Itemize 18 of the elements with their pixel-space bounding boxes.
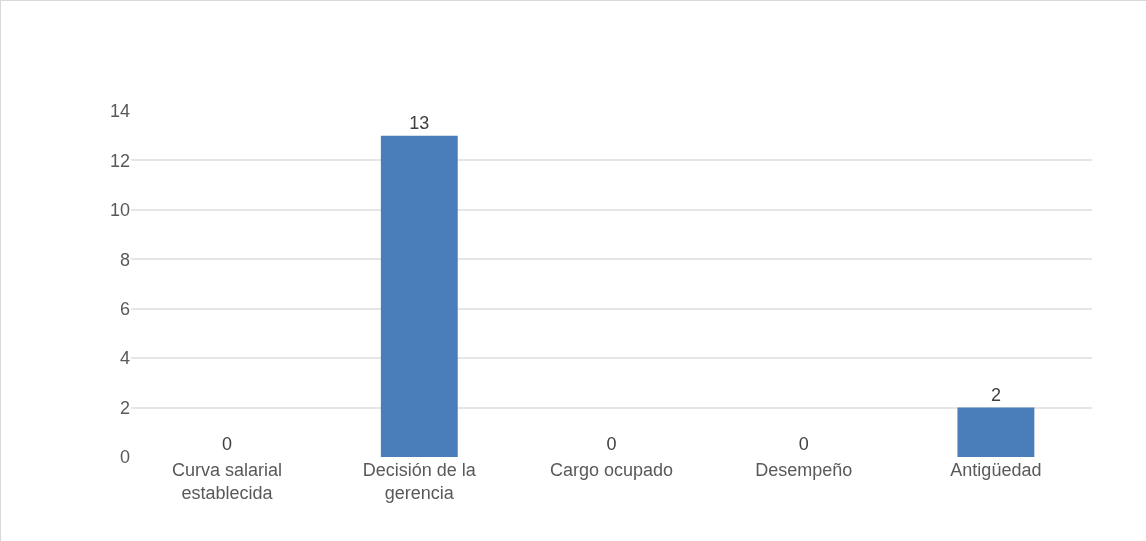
data-label: 0 <box>222 434 233 454</box>
y-tick-label: 2 <box>119 397 130 418</box>
y-tick-label: 8 <box>119 249 130 270</box>
data-label: 0 <box>798 434 809 454</box>
data-label: 13 <box>409 112 430 133</box>
y-tick-label: 14 <box>109 101 130 122</box>
y-tick-label: 0 <box>119 447 130 468</box>
x-tick-label: Decisión de la gerencia <box>362 460 477 504</box>
x-tick-label: Antigüedad <box>950 460 1042 480</box>
y-tick-label: 4 <box>119 348 130 369</box>
y-tick-label: 6 <box>119 299 130 320</box>
x-tick-label: Desempeño <box>755 460 853 480</box>
y-tick-label: 12 <box>109 150 130 171</box>
data-label: 0 <box>606 434 617 454</box>
y-tick-label: 10 <box>109 200 130 221</box>
data-label: 2 <box>990 384 1001 405</box>
x-tick-label: Cargo ocupado <box>549 460 674 480</box>
x-tick-label: Curva salarial establecida <box>172 460 283 504</box>
